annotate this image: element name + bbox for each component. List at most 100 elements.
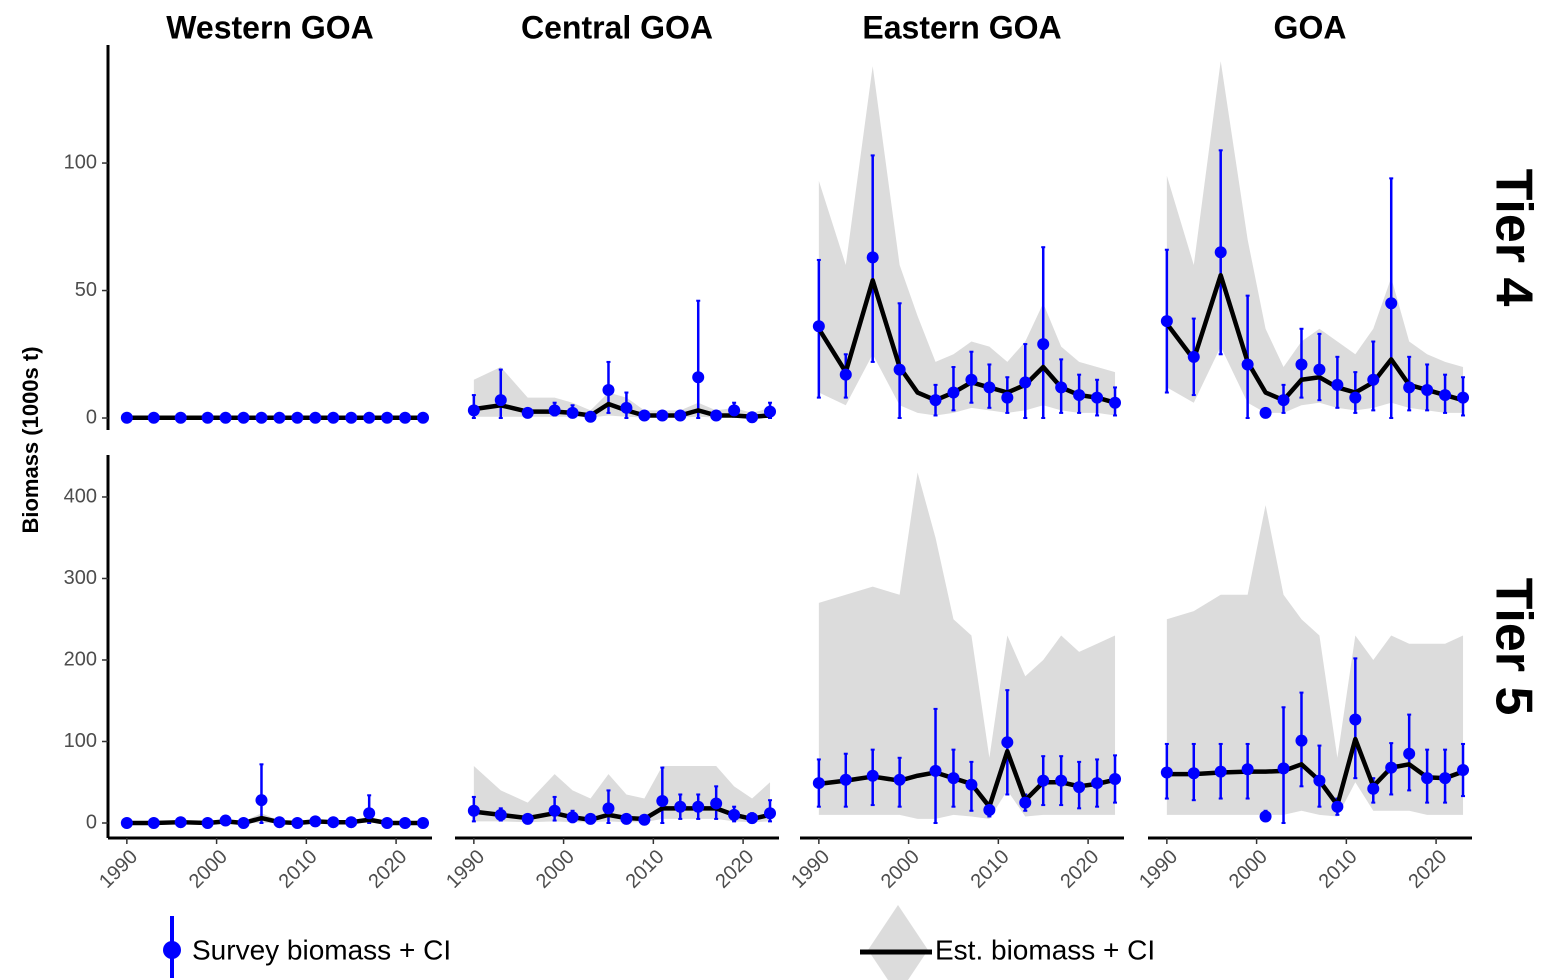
survey-point xyxy=(947,772,960,785)
facet-title: GOA xyxy=(1274,9,1347,45)
survey-point xyxy=(237,817,250,830)
survey-point xyxy=(1313,774,1326,787)
survey-point xyxy=(548,804,561,817)
survey-point xyxy=(1073,389,1086,402)
survey-point xyxy=(309,815,322,828)
survey-point xyxy=(866,769,879,782)
estimate-line xyxy=(126,815,424,826)
survey-point xyxy=(1259,810,1272,823)
survey-point xyxy=(1160,766,1173,779)
facet-title: Central GOA xyxy=(521,9,713,45)
estimate-band xyxy=(473,367,771,418)
survey-point xyxy=(1331,378,1344,391)
survey-point xyxy=(273,411,286,424)
survey-point xyxy=(201,817,214,830)
y-tick-label: 0 xyxy=(86,811,97,833)
survey-point xyxy=(417,411,430,424)
survey-point xyxy=(1367,373,1380,386)
survey-point xyxy=(399,411,412,424)
survey-point xyxy=(674,800,687,813)
survey-point xyxy=(983,381,996,394)
survey-point xyxy=(947,386,960,399)
y-tick-label: 300 xyxy=(64,567,97,589)
survey-point xyxy=(1055,774,1068,787)
survey-point xyxy=(1439,389,1452,402)
survey-point xyxy=(417,817,430,830)
survey-point xyxy=(1019,376,1032,389)
survey-point xyxy=(494,808,507,821)
survey-point xyxy=(1421,772,1434,785)
survey-point xyxy=(381,817,394,830)
survey-point xyxy=(1277,394,1290,407)
survey-point xyxy=(1001,391,1014,404)
x-tick-label: 2010 xyxy=(967,846,1014,893)
survey-point xyxy=(1457,764,1470,777)
survey-point xyxy=(812,777,825,790)
legend-band xyxy=(868,905,928,980)
survey-point xyxy=(1313,363,1326,376)
survey-point xyxy=(548,404,561,417)
estimate-line xyxy=(816,278,1116,405)
survey-point xyxy=(764,807,777,820)
survey-point xyxy=(728,404,741,417)
survey-point xyxy=(983,803,996,816)
survey-point xyxy=(1277,762,1290,775)
survey-point xyxy=(273,816,286,829)
survey-point xyxy=(1457,391,1470,404)
survey-point xyxy=(120,817,133,830)
survey-point xyxy=(363,411,376,424)
survey-point xyxy=(674,409,687,422)
y-axis-label: Biomass (1000s t) xyxy=(18,346,43,533)
y-tick-label: 0 xyxy=(86,406,97,428)
survey-point xyxy=(327,411,340,424)
survey-point xyxy=(1001,736,1014,749)
survey-point xyxy=(764,405,777,418)
survey-point xyxy=(120,411,133,424)
survey-point xyxy=(1187,350,1200,363)
survey-point xyxy=(584,812,597,825)
survey-point xyxy=(1055,381,1068,394)
estimate-line xyxy=(473,806,771,822)
survey-point xyxy=(494,394,507,407)
estimate-line xyxy=(473,401,771,419)
legend-survey-point xyxy=(163,941,181,959)
estimate-line xyxy=(1165,272,1464,403)
survey-point xyxy=(656,794,669,807)
survey-point xyxy=(1073,781,1086,794)
survey-point xyxy=(812,320,825,333)
y-tick-label: 50 xyxy=(75,279,97,301)
survey-point xyxy=(255,794,268,807)
survey-point xyxy=(1385,761,1398,774)
survey-point xyxy=(638,813,651,826)
x-tick-label: 2010 xyxy=(275,846,322,893)
y-tick-label: 100 xyxy=(64,730,97,752)
survey-point xyxy=(692,371,705,384)
survey-point xyxy=(521,812,534,825)
x-tick-label: 1990 xyxy=(787,846,834,893)
survey-point xyxy=(147,817,160,830)
survey-point xyxy=(1403,747,1416,760)
survey-point xyxy=(710,409,723,422)
y-tick-label: 200 xyxy=(64,648,97,670)
survey-point xyxy=(467,404,480,417)
x-tick-label: 2020 xyxy=(1056,846,1103,893)
survey-point xyxy=(839,368,852,381)
survey-point xyxy=(893,773,906,786)
survey-point xyxy=(1214,246,1227,259)
survey-point xyxy=(174,816,187,829)
survey-point xyxy=(1019,796,1032,809)
survey-point xyxy=(692,800,705,813)
survey-point xyxy=(746,812,759,825)
survey-point xyxy=(728,808,741,821)
x-tick-label: 2000 xyxy=(1225,846,1272,893)
row-label: Tier 4 xyxy=(1484,169,1542,307)
survey-point xyxy=(291,411,304,424)
survey-point xyxy=(602,383,615,396)
survey-point xyxy=(710,797,723,810)
survey-point xyxy=(1241,763,1254,776)
survey-point xyxy=(746,411,759,424)
survey-point xyxy=(147,411,160,424)
survey-point xyxy=(1037,774,1050,787)
legend-label: Est. biomass + CI xyxy=(935,934,1155,965)
